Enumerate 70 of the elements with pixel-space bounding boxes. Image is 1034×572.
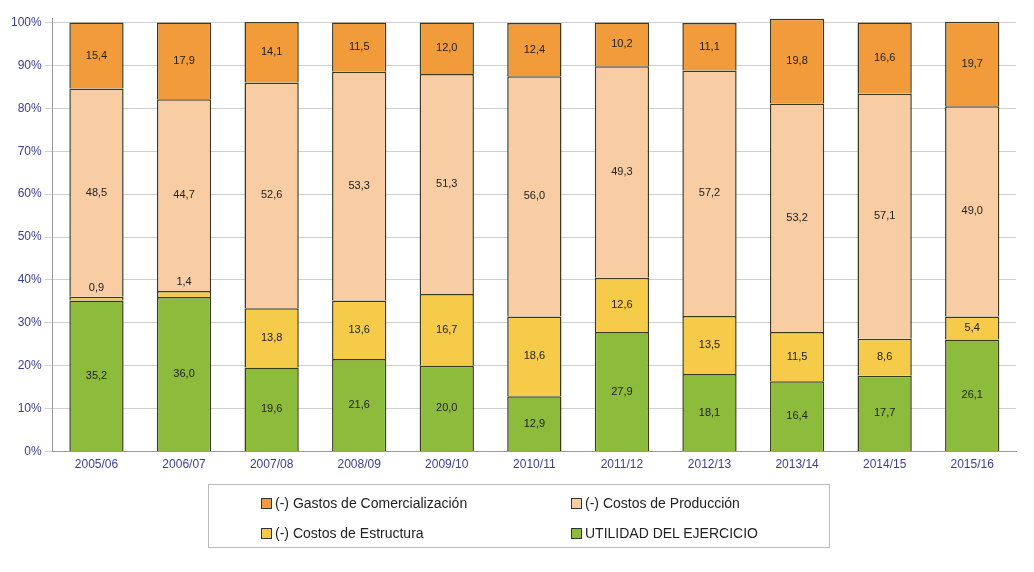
data-label: 5,4	[964, 321, 980, 334]
y-tick-label: 20%	[17, 358, 43, 373]
data-label: 49,0	[961, 204, 983, 217]
data-label: 36,0	[173, 367, 195, 380]
data-label: 19,8	[786, 54, 808, 67]
x-tick-label: 2008/09	[337, 457, 382, 472]
data-label: 52,6	[260, 188, 283, 201]
y-tick-label: 60%	[17, 186, 43, 201]
y-tick-label: 10%	[17, 401, 43, 415]
y-tick-label: 40%	[17, 272, 43, 287]
data-label: 19,7	[961, 56, 983, 69]
data-label: 0,9	[88, 280, 105, 293]
data-label: 27,9	[611, 384, 633, 397]
legend-label: (-) Gastos de Comercialización	[275, 495, 468, 511]
data-label: 1,4	[176, 275, 192, 288]
data-label: 11,1	[699, 39, 720, 52]
x-tick-label: 2007/08	[249, 457, 294, 472]
data-label: 12,0	[436, 41, 458, 54]
data-label: 13,5	[698, 338, 721, 350]
data-label: 18,1	[698, 405, 721, 418]
data-label: 17,7	[873, 406, 896, 419]
y-tick-label: 100%	[10, 14, 43, 29]
data-label: 49,3	[611, 165, 633, 178]
x-tick-label: 2014/15	[862, 457, 907, 472]
data-label: 18,6	[523, 349, 546, 362]
y-tick-label: 70%	[17, 143, 43, 158]
x-tick-label: 2012/13	[687, 457, 732, 472]
data-label: 13,8	[260, 330, 283, 343]
data-label: 56,0	[523, 189, 546, 202]
data-label: 16,6	[873, 51, 896, 64]
data-label: 57,2	[698, 186, 721, 199]
data-label: 57,1	[873, 209, 896, 222]
data-label: 15,4	[85, 48, 108, 61]
data-label: 20,0	[436, 401, 458, 414]
x-tick-label: 2013/14	[775, 457, 820, 472]
x-tick-label: 2009/10	[425, 457, 469, 472]
data-label: 12,6	[611, 297, 633, 310]
data-label: 53,3	[348, 179, 370, 192]
data-label: 53,2	[786, 210, 808, 223]
y-tick-label: 0%	[24, 443, 43, 458]
data-label: 48,5	[85, 185, 108, 198]
data-label: 44,7	[173, 188, 195, 201]
x-tick-label: 2011/12	[600, 457, 644, 472]
data-label: 16,4	[786, 409, 808, 422]
data-label: 21,6	[348, 398, 370, 411]
data-label: 10,2	[611, 37, 633, 50]
data-label: 11,5	[348, 40, 370, 53]
x-tick-label: 2005/06	[74, 457, 119, 472]
data-label: 14,1	[260, 45, 283, 58]
data-label: 51,3	[436, 177, 458, 190]
data-label: 17,9	[173, 53, 195, 66]
x-tick-label: 2006/07	[162, 457, 207, 472]
y-tick-label: 30%	[17, 315, 43, 330]
x-tick-label: 2015/16	[950, 457, 995, 472]
data-label: 8,6	[876, 350, 893, 363]
data-label: 19,6	[260, 402, 283, 415]
data-label: 11,5	[786, 349, 808, 362]
data-label: 12,4	[523, 42, 546, 55]
legend-label: (-) Costos de Estructura	[275, 525, 424, 541]
y-tick-label: 50%	[17, 229, 43, 244]
legend-label: UTILIDAD DEL EJERCICIO	[585, 525, 758, 541]
y-tick-label: 90%	[17, 57, 43, 72]
data-label: 16,7	[436, 322, 458, 335]
y-tick-label: 80%	[17, 100, 43, 115]
data-label: 12,9	[523, 416, 546, 429]
x-tick-label: 2010/11	[513, 457, 556, 472]
data-label: 13,6	[348, 322, 370, 335]
data-label: 26,1	[961, 388, 983, 401]
legend-label: (-) Costos de Producción	[585, 495, 740, 511]
data-label: 35,2	[85, 368, 108, 381]
